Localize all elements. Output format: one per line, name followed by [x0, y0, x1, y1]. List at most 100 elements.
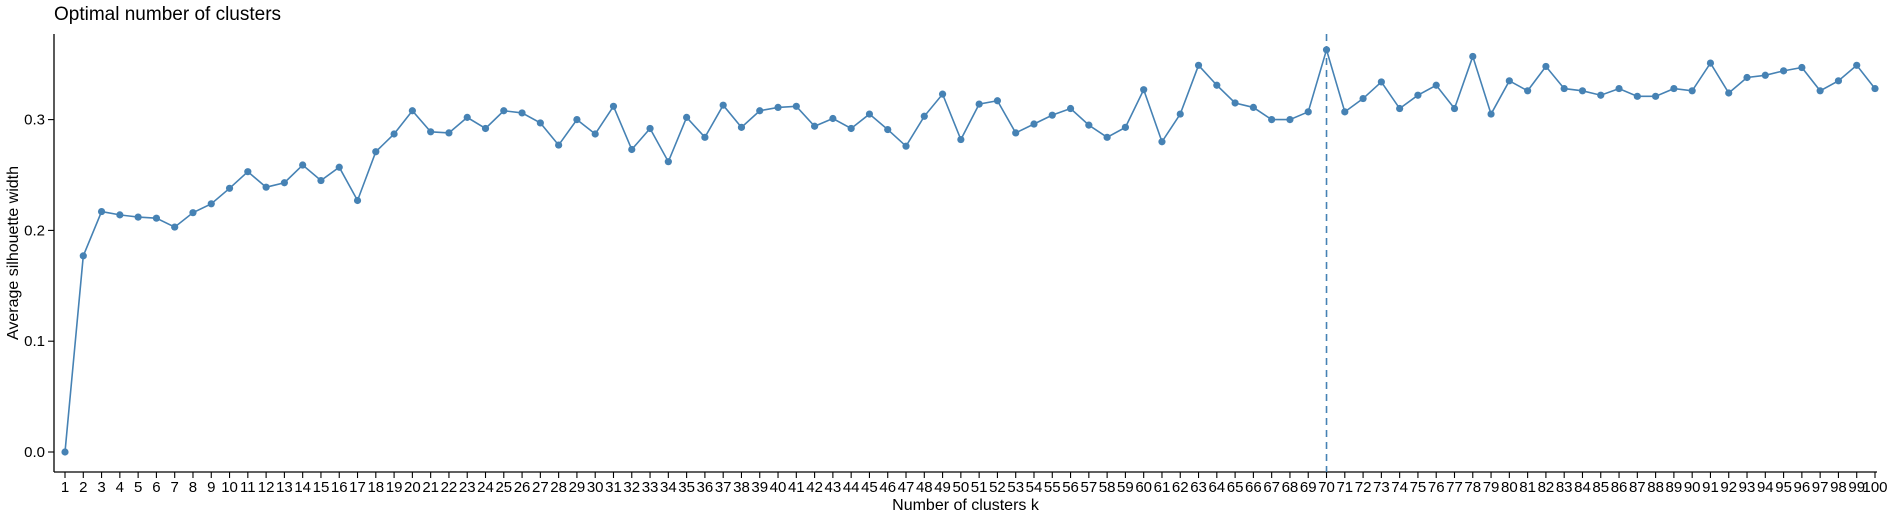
x-tick-label: 95	[1775, 479, 1792, 496]
data-point	[683, 113, 691, 121]
x-tick-label: 42	[806, 479, 823, 496]
x-tick-label: 99	[1848, 479, 1865, 496]
x-tick-group: 1 2 3 4 5 6 7 8 9 10 11 12 13 14 15 16 17 18 19 20 21 22 23 24 2…	[61, 472, 1888, 496]
x-tick-label: 74	[1391, 479, 1408, 496]
x-tick-label: 6	[152, 479, 160, 496]
data-point	[134, 213, 142, 221]
data-point	[573, 116, 581, 124]
data-point	[1505, 77, 1513, 85]
data-point	[1524, 87, 1532, 95]
x-tick-label: 79	[1483, 479, 1500, 496]
data-point	[61, 448, 69, 456]
x-tick-label: 23	[459, 479, 476, 496]
data-point	[1231, 99, 1239, 107]
x-tick-label: 22	[441, 479, 458, 496]
x-tick-label: 94	[1757, 479, 1774, 496]
data-point	[1469, 52, 1477, 61]
data-point	[810, 122, 819, 130]
data-point	[1158, 138, 1166, 146]
y-tick-label: 0.2	[24, 222, 45, 239]
x-tick-label: 21	[422, 479, 439, 496]
x-tick-label: 15	[313, 479, 330, 496]
x-tick-label: 93	[1739, 479, 1756, 496]
data-point	[1706, 59, 1715, 67]
x-tick-label: 34	[660, 479, 677, 496]
x-tick-label: 58	[1099, 479, 1116, 496]
x-tick-label: 33	[642, 479, 659, 496]
x-tick-label: 29	[569, 479, 586, 496]
x-tick-label: 53	[1007, 479, 1024, 496]
x-tick-label: 55	[1044, 479, 1061, 496]
data-point	[280, 179, 288, 187]
series-line	[64, 46, 1876, 453]
data-point	[1725, 89, 1733, 97]
x-tick-label: 36	[697, 479, 714, 496]
data-point	[372, 148, 380, 156]
x-tick-label: 52	[989, 479, 1006, 496]
y-tick-label: 0.1	[24, 333, 45, 350]
data-point	[445, 129, 453, 137]
data-point	[1341, 108, 1349, 116]
x-tick-label: 65	[1227, 479, 1244, 496]
x-tick-label: 85	[1592, 479, 1609, 496]
data-point	[1176, 110, 1184, 118]
x-tick-label: 10	[221, 479, 238, 496]
data-point	[171, 223, 179, 231]
x-tick-label: 7	[171, 479, 179, 496]
data-point	[1834, 77, 1843, 85]
data-point	[1761, 71, 1769, 79]
x-tick-label: 18	[367, 479, 384, 496]
data-point	[518, 109, 526, 117]
data-point	[1030, 120, 1038, 128]
x-tick-label: 48	[916, 479, 933, 496]
x-tick-label: 16	[331, 479, 348, 496]
x-tick-label: 72	[1355, 479, 1372, 496]
data-point	[500, 107, 508, 115]
x-axis-title: Number of clusters k	[892, 497, 1040, 514]
data-point	[1012, 129, 1020, 137]
data-point	[865, 110, 874, 118]
x-tick-label: 92	[1720, 479, 1737, 496]
x-tick-label: 69	[1300, 479, 1317, 496]
y-axis: 0.0 0.1 0.2 0.3	[24, 34, 55, 472]
x-tick-label: 62	[1172, 479, 1189, 496]
data-point	[1414, 91, 1422, 99]
data-point	[902, 142, 910, 150]
data-point	[591, 130, 599, 138]
data-point	[317, 176, 325, 185]
data-point	[1743, 73, 1751, 82]
x-tick-label: 13	[276, 479, 293, 496]
x-tick-label: 56	[1062, 479, 1079, 496]
data-point	[1798, 63, 1806, 72]
x-tick-label: 76	[1428, 479, 1445, 496]
data-point	[244, 168, 252, 176]
y-axis-title: Average silhouette width	[5, 166, 22, 340]
data-point	[152, 214, 161, 222]
data-point	[1121, 123, 1130, 131]
x-tick-label: 27	[532, 479, 549, 496]
data-point	[1286, 116, 1294, 124]
x-tick-label: 45	[861, 479, 878, 496]
data-point	[975, 100, 983, 108]
data-point	[1853, 61, 1861, 69]
x-tick-label: 60	[1135, 479, 1152, 496]
x-tick-label: 43	[825, 479, 842, 496]
x-tick-label: 70	[1318, 479, 1335, 496]
x-tick-label: 9	[207, 479, 215, 496]
x-tick-label: 12	[258, 479, 275, 496]
data-point	[1213, 81, 1221, 89]
data-point	[829, 114, 837, 123]
data-point	[335, 163, 343, 171]
x-tick-label: 96	[1794, 479, 1811, 496]
x-tick-label: 91	[1702, 479, 1719, 496]
data-point	[207, 200, 215, 208]
x-tick-label: 78	[1464, 479, 1481, 496]
x-tick-label: 81	[1519, 479, 1536, 496]
data-point	[225, 184, 234, 192]
data-points	[61, 46, 1879, 456]
x-tick-label: 17	[349, 479, 366, 496]
data-point	[1249, 103, 1257, 112]
data-point	[938, 90, 947, 98]
x-tick-label: 30	[587, 479, 604, 496]
data-point	[390, 130, 398, 138]
